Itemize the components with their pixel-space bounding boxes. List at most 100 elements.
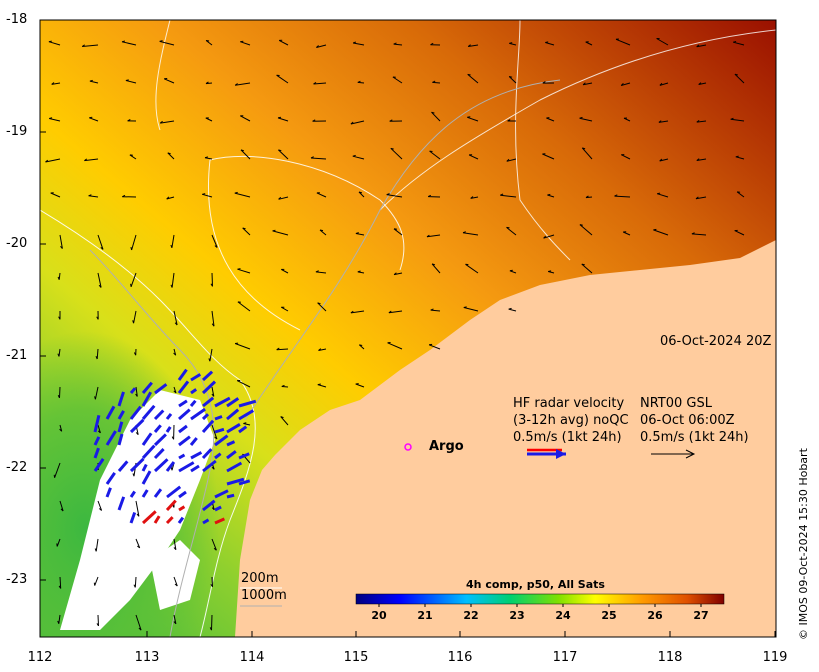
current-vector-head [278,149,282,152]
radar-vector [153,488,163,498]
current-vector-head [243,422,247,424]
current-vector-head [170,467,173,471]
current-vector-head [132,473,135,477]
current-vector [205,117,213,122]
current-vector-head [51,82,55,85]
current-vector [546,117,555,122]
radar-vector [129,457,145,473]
current-vector-head [48,40,52,43]
current-vector-head [170,244,173,248]
radar-vector [226,461,243,473]
current-vector [615,38,631,46]
radar-vector [226,397,240,408]
current-vector-head [542,81,546,84]
current-vector-head [173,352,177,356]
current-vector-head [234,191,238,194]
current-vector-head [730,117,734,120]
nrt-legend-arrow [651,449,696,459]
current-vector-head [174,322,178,326]
current-vector [583,82,593,86]
current-vector [51,82,61,85]
current-vector [310,157,327,160]
current-vector [506,158,517,162]
current-vector [211,576,213,587]
current-vector [94,386,99,400]
current-vector [237,268,251,274]
current-vector [125,80,137,84]
current-vector-head [88,194,92,197]
current-vector [579,117,593,122]
current-vector [173,614,177,624]
radar-vector [238,409,255,421]
current-vector [159,40,175,46]
current-vector-head [506,158,510,162]
current-vector-head [96,623,99,627]
radar-vector [238,399,257,408]
radar-vector [93,436,101,446]
current-vector-head [548,270,552,272]
current-vector [211,234,218,248]
current-vector-head [84,158,88,162]
radar-vector [178,408,191,421]
current-vector [316,44,327,48]
current-vector-head [467,44,471,47]
current-vector-head [89,79,93,82]
current-vector-head [508,307,512,310]
radar-vector [153,409,165,421]
radar-vector [214,452,222,460]
radar-vector [105,487,112,498]
current-vector [276,74,289,84]
current-vector-head [734,73,738,76]
radar-vector [177,516,185,524]
radar-vector [153,515,161,524]
current-vector-head [58,316,61,320]
current-vector-head [691,232,695,235]
current-vector-head [357,270,361,273]
current-vector-head [509,42,513,44]
radar-vector [178,435,191,447]
current-vector [135,614,142,631]
radar-vector [202,396,215,408]
current-vector [508,76,517,84]
radar-vector [238,479,251,486]
radar-vector [178,453,186,460]
colorbar [355,593,725,605]
current-vector [353,42,365,46]
radar-vector [117,433,124,446]
current-vector [280,416,289,426]
radar-vector [141,391,153,407]
current-vector [317,384,327,388]
depth-200-label: 200m [241,571,279,586]
lat-tick-label: -22 [6,460,28,475]
radar-vector [141,489,149,498]
land [235,240,776,637]
current-vector-head [696,158,700,161]
current-vector [160,120,175,124]
radar-vector [226,477,245,486]
current-vector [315,271,327,274]
current-vector [390,147,403,160]
current-vector [358,191,365,198]
radar-legend-arrow [527,448,566,459]
radar-vector [93,447,100,459]
current-vector-head [121,40,126,43]
radar-vector [153,458,169,473]
current-vector [350,310,365,314]
current-vector-head [658,120,662,123]
current-vector-head [509,76,513,78]
current-vector [432,81,441,84]
current-vector-head [462,231,466,234]
current-vector [545,42,555,46]
current-vector-head [545,41,549,43]
current-vector [463,307,479,312]
current-vector [350,120,365,125]
current-vector [313,82,327,85]
current-vector-head [45,159,49,163]
radar-vector [105,430,117,446]
current-vector-head [543,235,547,239]
current-vector-head [467,73,471,76]
current-vector [134,576,137,588]
current-vector-head [509,269,513,272]
current-vector [135,386,138,397]
current-vector [316,192,327,198]
